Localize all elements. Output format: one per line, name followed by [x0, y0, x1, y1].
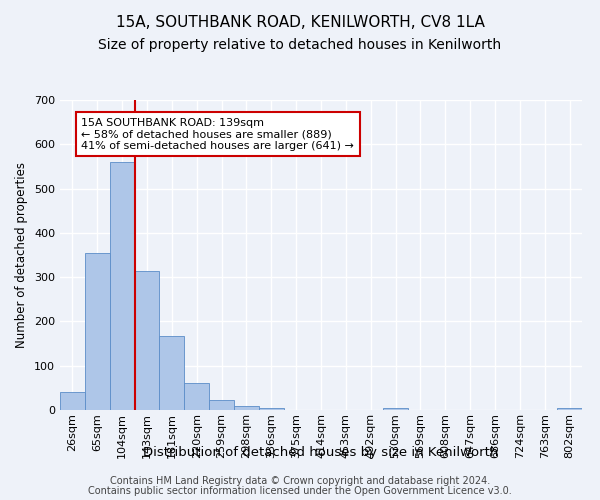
Bar	[209, 400, 234, 410]
Bar	[557, 408, 582, 410]
Bar	[259, 408, 284, 410]
Text: Contains public sector information licensed under the Open Government Licence v3: Contains public sector information licen…	[88, 486, 512, 496]
Y-axis label: Number of detached properties: Number of detached properties	[16, 162, 28, 348]
Bar	[134, 270, 160, 410]
Bar	[85, 253, 110, 410]
Text: Size of property relative to detached houses in Kenilworth: Size of property relative to detached ho…	[98, 38, 502, 52]
Text: Distribution of detached houses by size in Kenilworth: Distribution of detached houses by size …	[143, 446, 499, 459]
Bar	[110, 162, 134, 410]
Text: 15A SOUTHBANK ROAD: 139sqm
← 58% of detached houses are smaller (889)
41% of sem: 15A SOUTHBANK ROAD: 139sqm ← 58% of deta…	[81, 118, 354, 151]
Bar	[234, 406, 259, 410]
Bar	[184, 384, 209, 410]
Bar	[160, 336, 184, 410]
Text: Contains HM Land Registry data © Crown copyright and database right 2024.: Contains HM Land Registry data © Crown c…	[110, 476, 490, 486]
Text: 15A, SOUTHBANK ROAD, KENILWORTH, CV8 1LA: 15A, SOUTHBANK ROAD, KENILWORTH, CV8 1LA	[116, 15, 484, 30]
Bar	[60, 392, 85, 410]
Bar	[383, 408, 408, 410]
